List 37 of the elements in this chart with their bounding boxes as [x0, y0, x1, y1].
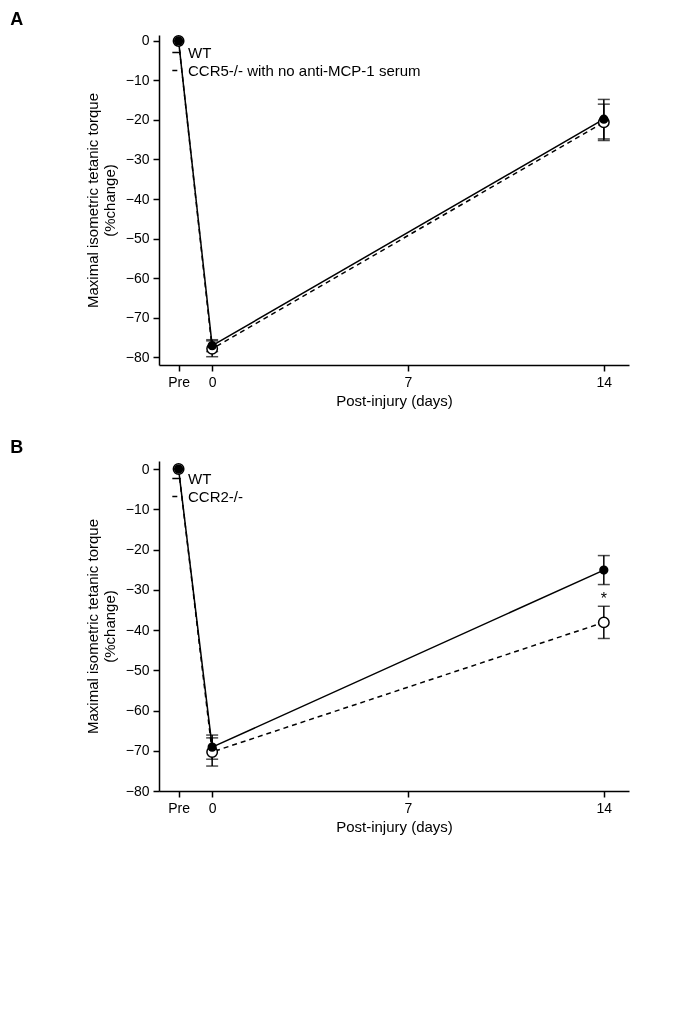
- chart-title: B: [10, 436, 24, 457]
- annotation: *: [600, 590, 607, 608]
- y-tick-label: −60: [125, 269, 150, 286]
- x-axis-title: Post-injury (days): [336, 817, 453, 835]
- y-axis-title: Maximal isometric tetanic torque (%change): [83, 518, 118, 735]
- x-axis-title: Post-injury (days): [336, 391, 453, 409]
- y-tick-label: −80: [125, 782, 150, 799]
- x-tick-label: 0: [208, 373, 217, 390]
- y-tick-label: −10: [125, 500, 150, 517]
- chart-title: A: [10, 8, 24, 29]
- y-tick-label: −50: [125, 230, 150, 247]
- y-tick-label: −50: [125, 661, 150, 678]
- x-tick-label: Pre: [168, 799, 191, 816]
- x-tick-label: 14: [596, 373, 613, 390]
- y-tick-label: −40: [125, 621, 150, 638]
- y-tick-label: −40: [125, 190, 150, 207]
- y-tick-label: −80: [125, 348, 150, 365]
- x-tick-label: 14: [596, 799, 613, 816]
- legend-label: WT: [188, 43, 212, 61]
- y-tick-label: −20: [125, 541, 150, 558]
- legend-label: CCR2-/-: [188, 487, 243, 505]
- y-tick-label: −60: [125, 702, 150, 719]
- x-tick-label: 7: [404, 799, 413, 816]
- legend-label: CCR5-/- with no anti-MCP-1 serum: [188, 61, 421, 79]
- legend-label: WT: [188, 469, 212, 487]
- y-tick-label: −70: [125, 309, 150, 326]
- x-tick-label: 7: [404, 373, 413, 390]
- y-axis-title: Maximal isometric tetanic torque (%change): [83, 92, 118, 309]
- y-tick-label: −30: [125, 150, 150, 167]
- x-tick-label: Pre: [168, 373, 191, 390]
- x-tick-label: 0: [208, 799, 217, 816]
- y-tick-label: −10: [125, 71, 150, 88]
- y-tick-label: 0: [141, 460, 150, 477]
- y-tick-label: 0: [141, 32, 150, 49]
- y-tick-label: −30: [125, 581, 150, 598]
- y-tick-label: −70: [125, 742, 150, 759]
- y-tick-label: −20: [125, 111, 150, 128]
